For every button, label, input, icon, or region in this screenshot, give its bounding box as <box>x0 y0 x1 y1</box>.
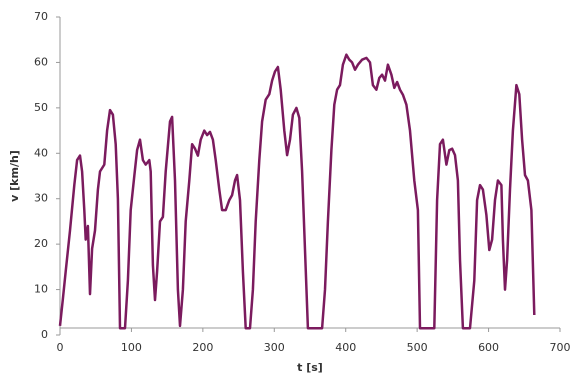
x-tick-label: 100 <box>121 341 142 354</box>
y-tick-label: 40 <box>34 146 48 159</box>
y-tick-label: 60 <box>34 55 48 68</box>
y-tick-label: 20 <box>34 237 48 250</box>
y-axis-title: v [km/h] <box>8 150 21 202</box>
y-tick-label: 10 <box>34 283 48 296</box>
y-tick-label: 0 <box>41 328 48 341</box>
x-tick-label: 0 <box>57 341 64 354</box>
x-tick-label: 300 <box>264 341 285 354</box>
x-axis-title: t [s] <box>297 361 323 374</box>
x-tick-label: 500 <box>407 341 428 354</box>
x-tick-label: 700 <box>550 341 571 354</box>
x-tick-label: 200 <box>192 341 213 354</box>
x-tick-label: 600 <box>478 341 499 354</box>
x-tick-label: 400 <box>335 341 356 354</box>
line <box>58 53 536 330</box>
y-tick-label: 70 <box>34 10 48 23</box>
y-tick-label: 30 <box>34 192 48 205</box>
y-tick-label: 50 <box>34 101 48 114</box>
